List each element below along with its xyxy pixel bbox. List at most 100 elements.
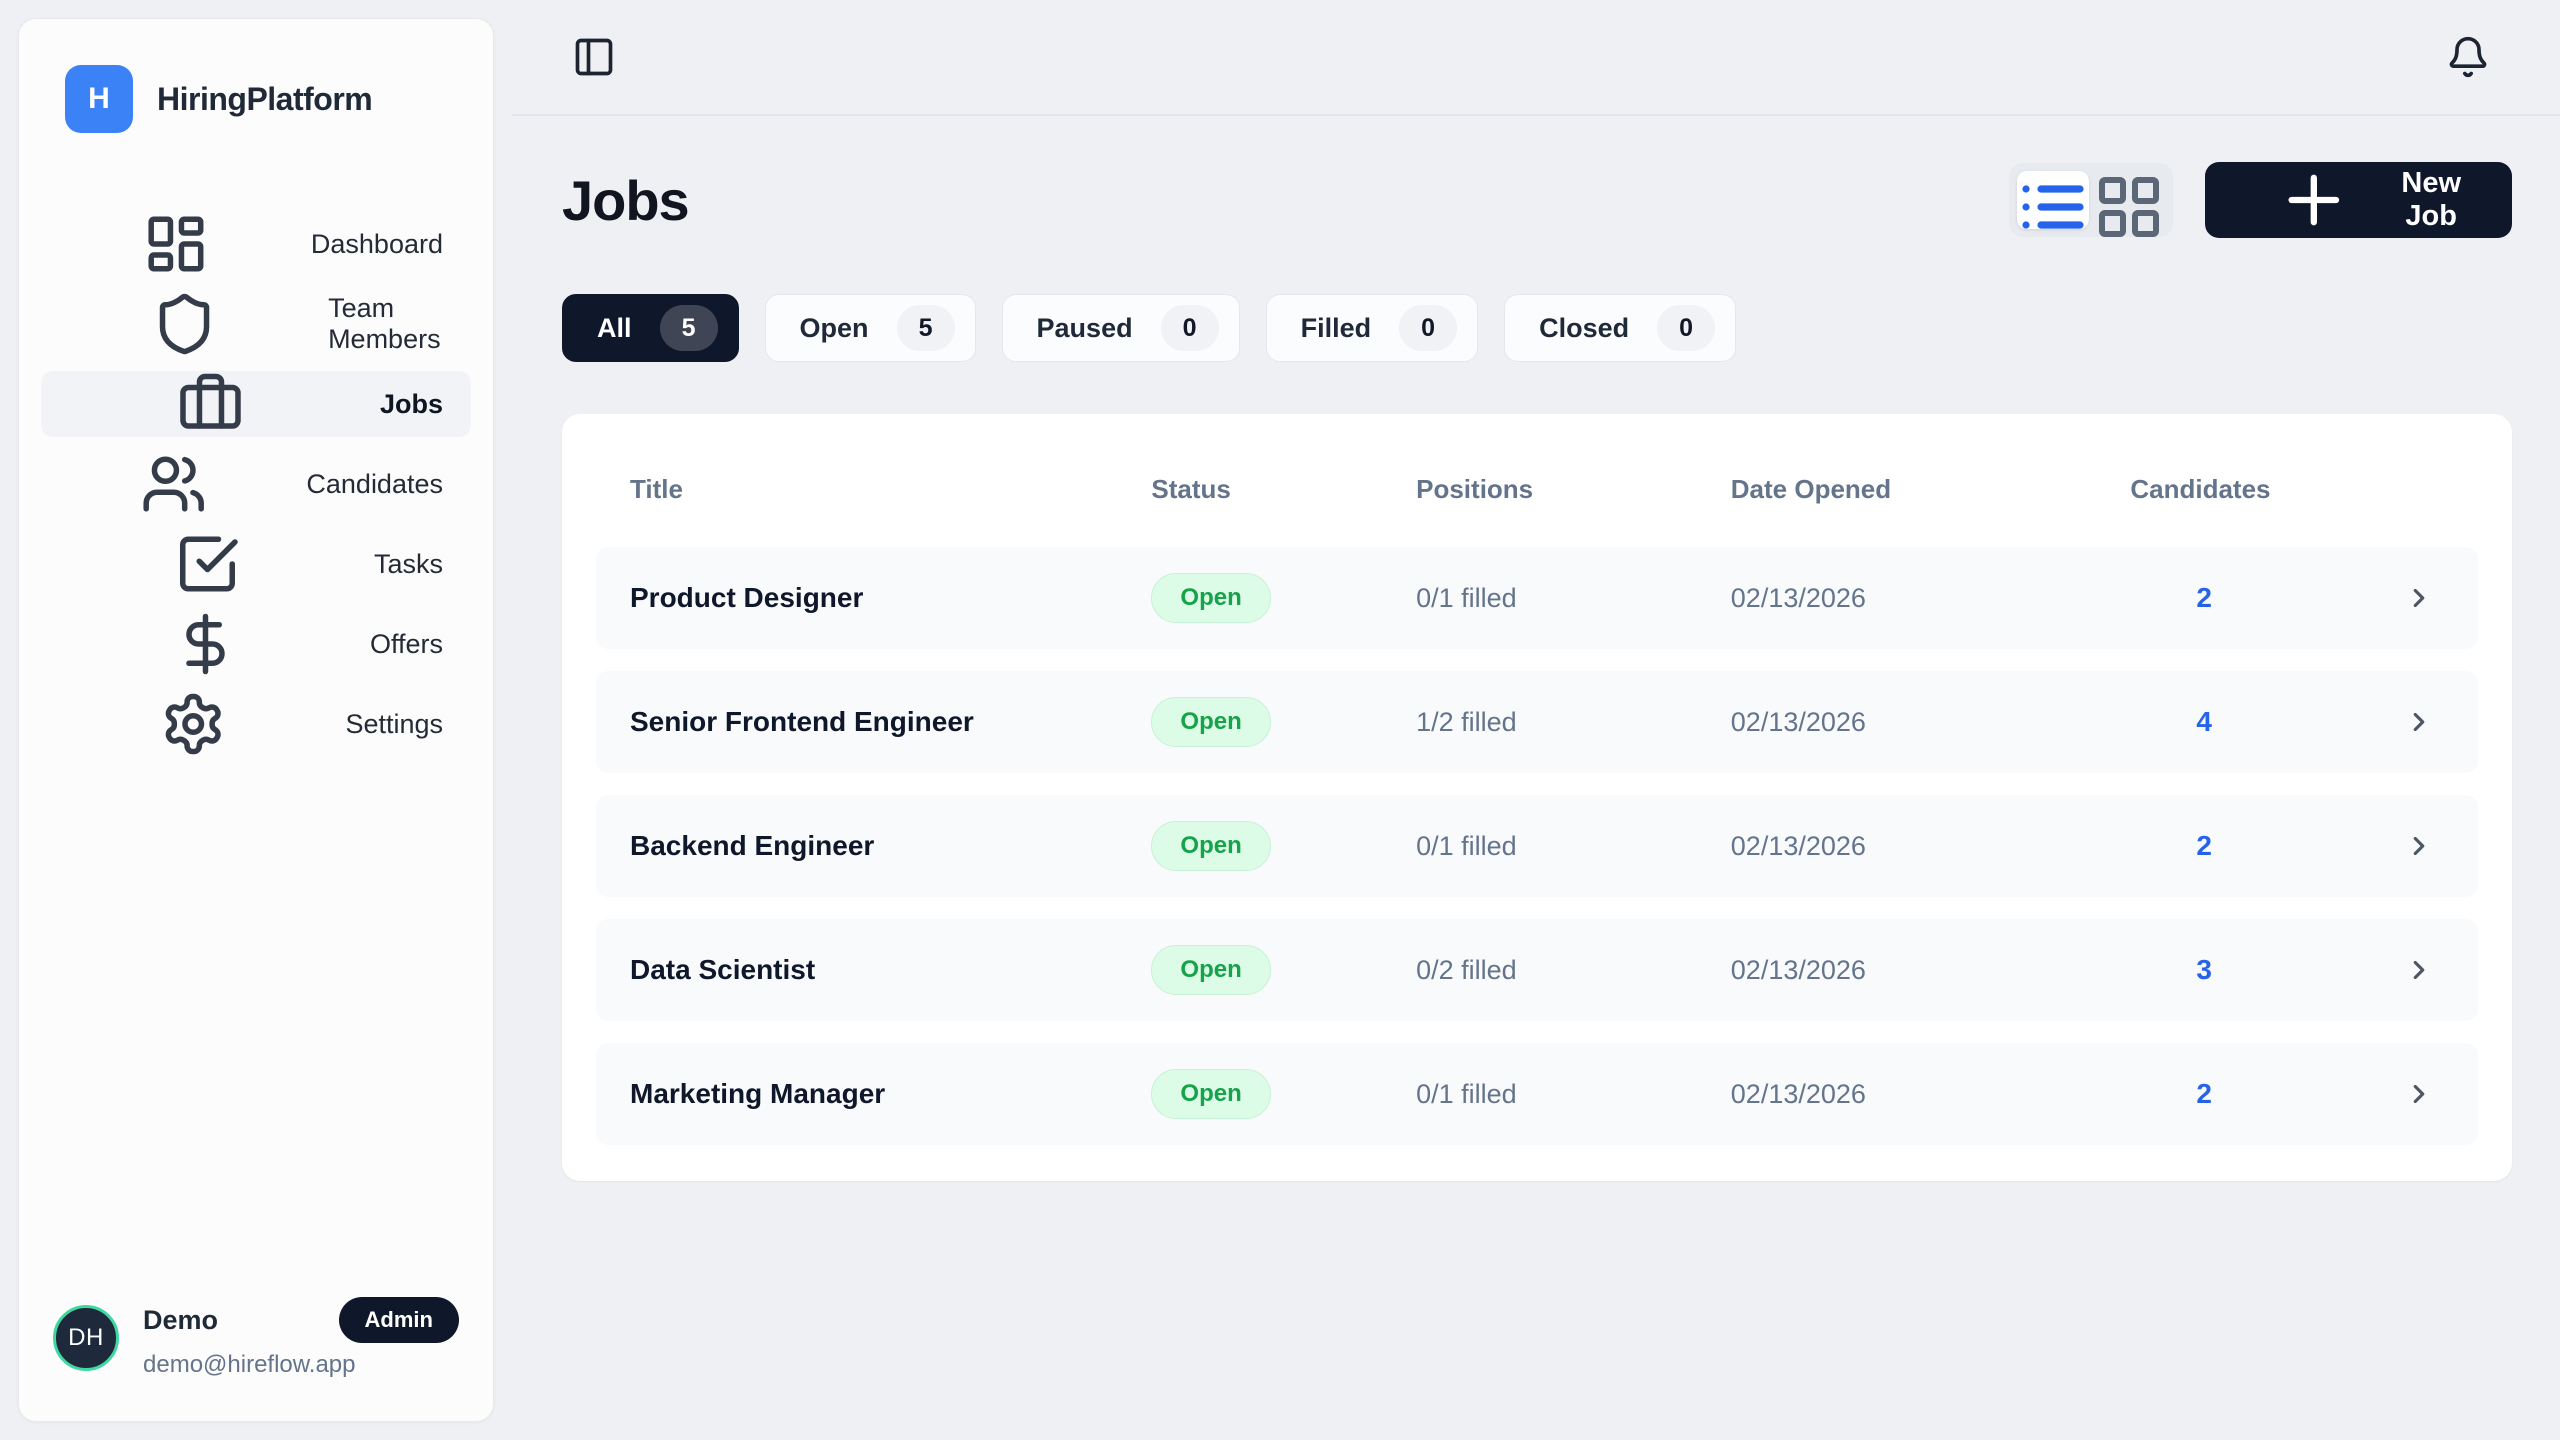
- sidebar-item[interactable]: Settings: [41, 691, 471, 757]
- job-title: Senior Frontend Engineer: [630, 706, 974, 737]
- candidates-count-link[interactable]: 4: [2196, 706, 2212, 737]
- filter-tab[interactable]: Open 5: [764, 294, 976, 362]
- sidebar-item-label: Team Members: [328, 293, 441, 354]
- job-title: Backend Engineer: [630, 830, 875, 861]
- sidebar-item-label: Candidates: [306, 468, 443, 499]
- sidebar-item-label: Offers: [369, 628, 443, 659]
- filter-tab[interactable]: Filled 0: [1265, 294, 1479, 362]
- date-opened-cell: 02/13/2026: [1730, 582, 1866, 613]
- dollar-icon: [69, 611, 342, 677]
- bell-icon: [2446, 35, 2490, 79]
- user-name: Demo: [143, 1304, 219, 1335]
- jobs-table: Title Status Positions Date Opened Candi…: [562, 414, 2512, 1181]
- status-badge: Open: [1151, 945, 1271, 995]
- sidebar-item[interactable]: Jobs: [41, 371, 471, 437]
- sidebar-toggle-button[interactable]: [572, 35, 616, 79]
- date-opened-cell: 02/13/2026: [1730, 830, 1866, 861]
- date-opened-cell: 02/13/2026: [1730, 954, 1866, 985]
- table-header: Title Status Positions Date Opened Candi…: [596, 438, 2478, 547]
- table-row[interactable]: Marketing Manager Open 0/1 filled 02/13/…: [596, 1043, 2478, 1145]
- filter-tab[interactable]: All 5: [562, 294, 739, 362]
- positions-cell: 0/1 filled: [1416, 1078, 1517, 1109]
- table-row[interactable]: Data Scientist Open 0/2 filled 02/13/202…: [596, 919, 2478, 1021]
- status-badge: Open: [1151, 697, 1271, 747]
- table-row[interactable]: Senior Frontend Engineer Open 1/2 filled…: [596, 671, 2478, 773]
- sidebar-item[interactable]: Candidates: [41, 451, 471, 517]
- candidates-count-link[interactable]: 2: [2196, 830, 2212, 861]
- check-square-icon: [69, 531, 346, 597]
- filter-count-badge: 5: [896, 305, 955, 351]
- filter-tab[interactable]: Closed 0: [1504, 294, 1737, 362]
- filter-count-badge: 5: [659, 305, 718, 351]
- filter-label: Open: [799, 312, 869, 343]
- sidebar-item[interactable]: Team Members: [41, 291, 471, 357]
- new-job-button[interactable]: New Job: [2204, 162, 2512, 238]
- sidebar-item[interactable]: Dashboard: [41, 211, 471, 277]
- filter-label: All: [597, 312, 632, 343]
- brand[interactable]: H HiringPlatform: [41, 65, 471, 133]
- table-row[interactable]: Product Designer Open 0/1 filled 02/13/2…: [596, 547, 2478, 649]
- column-header-title: Title: [630, 474, 683, 504]
- job-title: Product Designer: [630, 582, 864, 613]
- status-filters: All 5 Open 5 Paused 0 Filled 0 Closed 0: [562, 294, 2512, 362]
- sidebar-item-label: Jobs: [379, 388, 443, 419]
- notifications-button[interactable]: [2446, 35, 2490, 79]
- table-row[interactable]: Backend Engineer Open 0/1 filled 02/13/2…: [596, 795, 2478, 897]
- view-mode-button[interactable]: [2016, 171, 2089, 229]
- filter-count-badge: 0: [1657, 305, 1716, 351]
- column-header-positions: Positions: [1416, 474, 1534, 504]
- page-title: Jobs: [562, 168, 690, 232]
- user-email: demo@hireflow.app: [143, 1351, 356, 1378]
- panel-left-icon: [572, 35, 616, 79]
- positions-cell: 1/2 filled: [1416, 706, 1517, 737]
- filter-count-badge: 0: [1160, 305, 1219, 351]
- app-logo: H: [65, 65, 133, 133]
- filter-label: Closed: [1539, 312, 1630, 343]
- chevron-right-icon[interactable]: [2360, 583, 2478, 613]
- avatar: DH: [53, 1305, 119, 1371]
- shield-icon: [69, 291, 300, 357]
- column-header-status: Status: [1151, 474, 1231, 504]
- plus-icon: [2251, 162, 2377, 238]
- sidebar: H HiringPlatform Dashboard Team Members …: [18, 18, 494, 1422]
- role-badge: Admin: [338, 1297, 459, 1343]
- filter-label: Paused: [1036, 312, 1133, 343]
- sidebar-item-label: Dashboard: [310, 228, 443, 259]
- dashboard-icon: [69, 211, 283, 277]
- chevron-right-icon[interactable]: [2360, 1079, 2478, 1109]
- grid-icon: [2093, 171, 2165, 243]
- list-icon: [2017, 171, 2089, 243]
- column-header-candidates: Candidates: [2130, 474, 2271, 504]
- status-badge: Open: [1151, 821, 1271, 871]
- job-title: Marketing Manager: [630, 1078, 886, 1109]
- candidates-count-link[interactable]: 2: [2196, 582, 2212, 613]
- sidebar-item[interactable]: Tasks: [41, 531, 471, 597]
- view-toggle: [2008, 163, 2173, 237]
- candidates-count-link[interactable]: 3: [2196, 954, 2212, 985]
- filter-count-badge: 0: [1399, 305, 1458, 351]
- sidebar-item-label: Settings: [345, 708, 443, 739]
- sidebar-item[interactable]: Offers: [41, 611, 471, 677]
- chevron-right-icon[interactable]: [2360, 707, 2478, 737]
- column-header-date-opened: Date Opened: [1730, 474, 1892, 504]
- positions-cell: 0/1 filled: [1416, 830, 1517, 861]
- gear-icon: [69, 691, 317, 757]
- sidebar-nav: Dashboard Team Members Jobs Candidates T…: [41, 211, 471, 1297]
- candidates-count-link[interactable]: 2: [2196, 1078, 2212, 1109]
- chevron-right-icon[interactable]: [2360, 955, 2478, 985]
- app-name: HiringPlatform: [157, 80, 373, 117]
- chevron-right-icon[interactable]: [2360, 831, 2478, 861]
- date-opened-cell: 02/13/2026: [1730, 1078, 1866, 1109]
- view-mode-button[interactable]: [2093, 171, 2165, 237]
- positions-cell: 0/2 filled: [1416, 954, 1517, 985]
- user-profile: DH Demo Admin demo@hireflow.app: [41, 1297, 471, 1379]
- filter-label: Filled: [1300, 312, 1372, 343]
- main-area: Jobs New Job All 5: [512, 0, 2560, 1440]
- content: Jobs New Job All 5: [512, 116, 2560, 1181]
- filter-tab[interactable]: Paused 0: [1001, 294, 1240, 362]
- table-body: Product Designer Open 0/1 filled 02/13/2…: [596, 547, 2478, 1145]
- positions-cell: 0/1 filled: [1416, 582, 1517, 613]
- date-opened-cell: 02/13/2026: [1730, 706, 1866, 737]
- topbar: [512, 0, 2560, 116]
- job-title: Data Scientist: [630, 954, 816, 985]
